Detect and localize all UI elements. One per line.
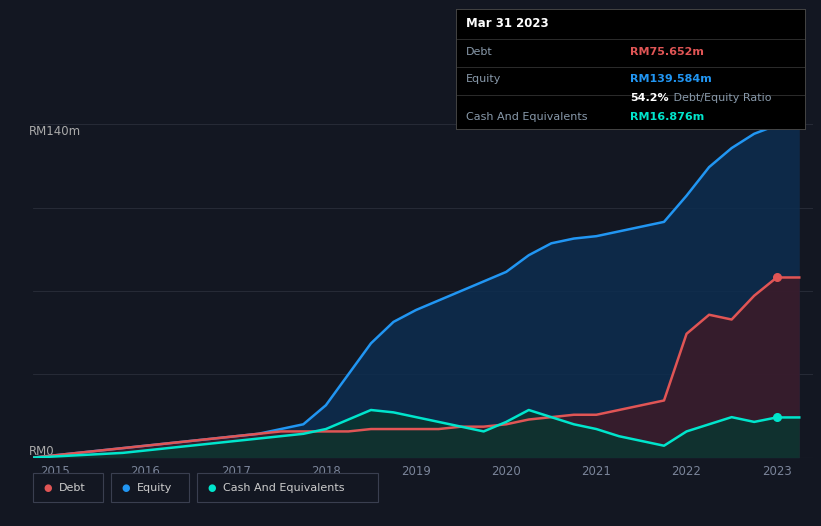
- Text: RM140m: RM140m: [29, 125, 81, 138]
- Text: RM139.584m: RM139.584m: [631, 74, 712, 84]
- Point: [770, 274, 783, 282]
- Text: ●: ●: [44, 483, 52, 493]
- Text: Mar 31 2023: Mar 31 2023: [466, 17, 548, 31]
- Text: Equity: Equity: [137, 483, 172, 493]
- Text: RM75.652m: RM75.652m: [631, 47, 704, 57]
- Text: Debt/Equity Ratio: Debt/Equity Ratio: [670, 93, 772, 103]
- Point: [770, 121, 783, 129]
- Text: 54.2%: 54.2%: [631, 93, 669, 103]
- Text: Debt: Debt: [466, 47, 493, 57]
- Text: Cash And Equivalents: Cash And Equivalents: [466, 112, 588, 122]
- Text: RM16.876m: RM16.876m: [631, 112, 704, 122]
- Text: Equity: Equity: [466, 74, 502, 84]
- Text: ●: ●: [122, 483, 130, 493]
- Text: Debt: Debt: [59, 483, 86, 493]
- Text: ●: ●: [208, 483, 216, 493]
- Text: RM0: RM0: [29, 444, 54, 458]
- Text: Cash And Equivalents: Cash And Equivalents: [223, 483, 345, 493]
- Point: [770, 413, 783, 422]
